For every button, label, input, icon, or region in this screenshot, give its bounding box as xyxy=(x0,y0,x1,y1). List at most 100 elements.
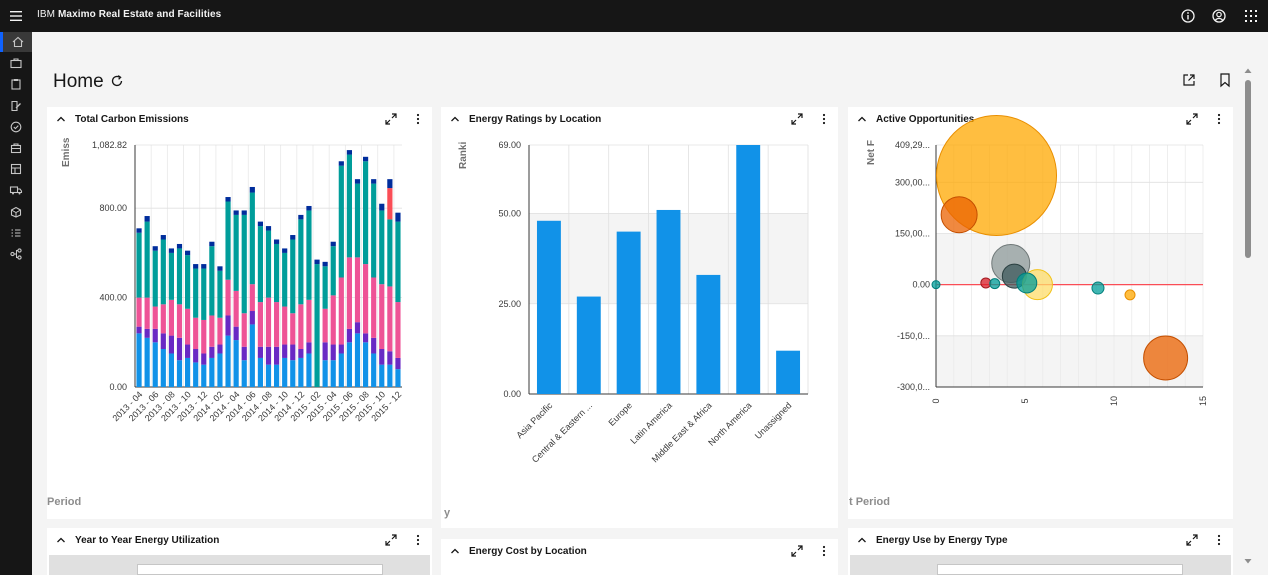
bar-segment-navy xyxy=(193,264,199,269)
bar-segment-teal xyxy=(201,268,207,320)
bar-segment-purple xyxy=(193,349,199,363)
bar-segment-teal xyxy=(395,221,401,303)
bar-segment-pink xyxy=(201,319,207,354)
card-title: Year to Year Energy Utilization xyxy=(75,535,220,546)
top-bar: IBM Maximo Real Estate and Facilities xyxy=(0,0,1268,32)
y-tick-label: 150,00... xyxy=(895,228,930,238)
bar-segment-blue xyxy=(379,364,385,387)
bar-segment-blue xyxy=(201,364,207,387)
bar-segment-purple xyxy=(176,337,183,361)
sidenav-item-checkmark-circle[interactable] xyxy=(0,117,32,137)
chevron-up-icon[interactable] xyxy=(55,534,67,546)
bar-segment-navy xyxy=(290,235,296,240)
scroll-up-arrow-icon[interactable] xyxy=(1244,67,1252,75)
overflow-menu-icon[interactable] xyxy=(1214,112,1224,126)
card-energy-cost-by-location: Energy Cost by Location xyxy=(441,539,838,575)
launch-icon[interactable] xyxy=(1181,72,1197,88)
overflow-menu-icon[interactable] xyxy=(413,533,423,547)
filter-dropdown[interactable] xyxy=(937,564,1183,575)
filter-dropdown[interactable] xyxy=(137,564,383,575)
scroll-down-arrow-icon[interactable] xyxy=(1244,557,1252,565)
sidenav-item-building[interactable] xyxy=(0,138,32,158)
x-tick-label: 0 xyxy=(931,398,941,403)
bubble-teal xyxy=(931,280,941,290)
y-tick-label: 0.00 xyxy=(503,389,521,399)
overflow-menu-icon[interactable] xyxy=(819,112,829,126)
faded-axis-label: Period xyxy=(47,496,82,508)
bookmark-icon[interactable] xyxy=(1217,72,1233,88)
bar-segment-blue xyxy=(160,349,166,387)
bar-segment-blue xyxy=(265,364,272,387)
chevron-up-icon[interactable] xyxy=(449,545,461,557)
hamburger-menu-icon[interactable] xyxy=(0,0,32,32)
sidenav-item-home[interactable] xyxy=(0,32,32,52)
bar-segment-navy xyxy=(274,239,280,244)
bar-segment-blue xyxy=(233,340,239,387)
refresh-icon[interactable] xyxy=(109,73,125,89)
bar-segment-purple xyxy=(265,346,272,365)
maximize-icon[interactable] xyxy=(1185,112,1199,126)
bar-segment-navy xyxy=(338,161,344,166)
bar-segment-navy xyxy=(298,214,304,220)
sidenav-item-clipboard[interactable] xyxy=(0,74,32,94)
y-tick-label: 409,29... xyxy=(895,140,930,150)
maximize-icon[interactable] xyxy=(384,533,398,547)
overflow-menu-icon[interactable] xyxy=(1214,533,1224,547)
bar-segment-purple xyxy=(136,326,142,334)
sidenav-item-edit-document[interactable] xyxy=(0,96,32,116)
bar-segment-pink xyxy=(176,304,183,338)
sidenav-item-package[interactable] xyxy=(0,202,32,222)
scrollbar-thumb[interactable] xyxy=(1245,80,1251,258)
bar-segment-purple xyxy=(249,311,255,325)
bar-segment-navy xyxy=(395,212,401,222)
chevron-up-icon[interactable] xyxy=(55,113,67,125)
sidenav-item-briefcase[interactable] xyxy=(0,53,32,73)
bar-segment-teal xyxy=(217,270,223,318)
chevron-up-icon[interactable] xyxy=(856,534,868,546)
user-avatar-icon[interactable] xyxy=(1209,6,1229,26)
chevron-up-icon[interactable] xyxy=(449,113,461,125)
app-title[interactable]: IBM Maximo Real Estate and Facilities xyxy=(37,9,221,20)
bar-segment-teal xyxy=(363,161,369,265)
active-opportunities-chart: Net F 409,29... 300,00... 150,00... 0.00 -150… xyxy=(866,114,1208,406)
page-scrollbar[interactable] xyxy=(1241,66,1255,568)
bar-segment-navy xyxy=(257,221,263,227)
x-tick-label: Europe xyxy=(606,400,634,428)
card-active-opportunities: Active Opportunities Net F 409,29... 300,0… xyxy=(848,107,1233,519)
app-switcher-icon[interactable] xyxy=(1241,6,1261,26)
sidenav-item-delivery-truck[interactable] xyxy=(0,180,32,200)
bar-segment-blue xyxy=(217,353,223,387)
bar-segment-navy xyxy=(354,179,361,184)
sidenav-item-task-list[interactable] xyxy=(0,223,32,243)
bar-segment-purple xyxy=(209,346,215,358)
maximize-icon[interactable] xyxy=(790,112,804,126)
sidenav-item-floorplan[interactable] xyxy=(0,159,32,179)
bar-segment-purple xyxy=(298,349,304,358)
home-icon xyxy=(12,36,23,48)
maximize-icon[interactable] xyxy=(384,112,398,126)
bar-segment-navy xyxy=(168,248,174,253)
bar-segment-purple xyxy=(282,344,288,358)
bar-segment-pink xyxy=(249,284,255,312)
bar-segment-navy xyxy=(330,241,336,247)
card-title: Active Opportunities xyxy=(876,114,975,125)
bar-segment-blue xyxy=(322,360,328,387)
bar-segment-pink xyxy=(371,277,377,338)
sidenav-item-flow-connection[interactable] xyxy=(0,244,32,264)
overflow-menu-icon[interactable] xyxy=(819,544,829,558)
bar-segment-blue xyxy=(330,360,336,387)
bar-segment-pink xyxy=(338,277,344,345)
bar-segment-teal xyxy=(160,239,166,305)
bar-segment-purple xyxy=(152,328,158,343)
bar-segment-pink xyxy=(136,297,142,327)
maximize-icon[interactable] xyxy=(1185,533,1199,547)
maximize-icon[interactable] xyxy=(790,544,804,558)
bar-segment-purple xyxy=(371,337,377,354)
overflow-menu-icon[interactable] xyxy=(413,112,423,126)
clipboard-icon xyxy=(11,79,21,90)
bar-segment-navy xyxy=(282,248,288,253)
chevron-up-icon[interactable] xyxy=(856,113,868,125)
info-icon[interactable] xyxy=(1178,6,1198,26)
